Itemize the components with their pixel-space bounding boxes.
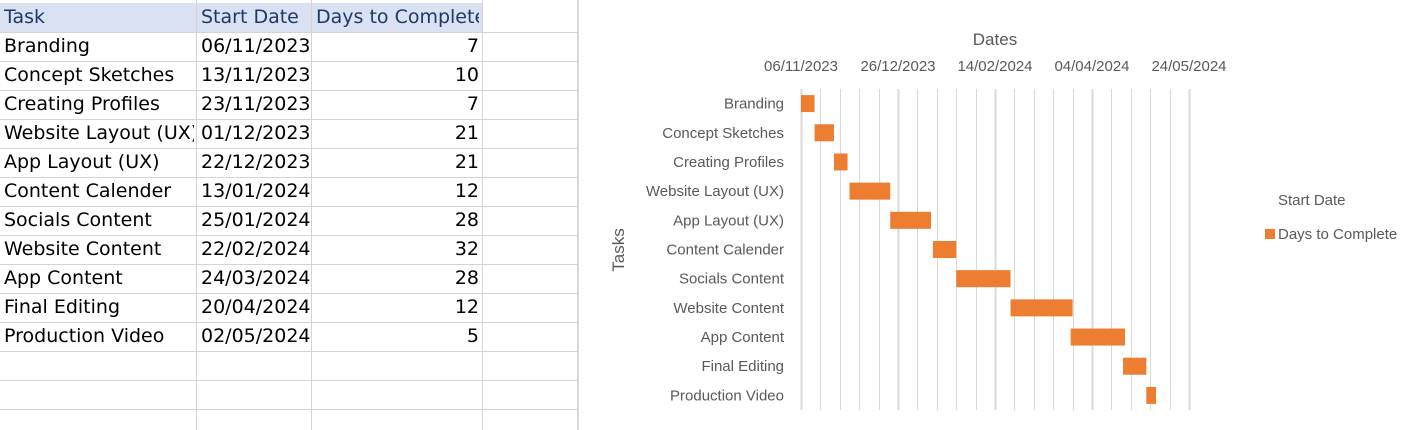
category-label: Concept Sketches <box>662 125 784 142</box>
x-tick-label: 24/05/2024 <box>1151 58 1226 75</box>
category-label: Branding <box>724 96 784 113</box>
column-gridline <box>482 0 483 430</box>
x-tick-label: 06/11/2023 <box>764 58 838 75</box>
x-tick-label: 26/12/2023 <box>860 58 935 75</box>
task-duration-bar <box>1146 386 1157 404</box>
table-cell[interactable]: 7 <box>466 35 479 57</box>
task-duration-bar <box>1010 299 1073 317</box>
table-cell[interactable]: 22/02/2024 <box>201 238 311 260</box>
task-duration-bar <box>956 270 1011 288</box>
column-header[interactable]: Start Date <box>201 6 299 28</box>
task-duration-bar <box>801 95 815 113</box>
table-cell[interactable]: 21 <box>454 151 479 173</box>
column-header[interactable]: Days to Complete <box>316 6 479 28</box>
column-gridline <box>577 0 578 430</box>
row-gridline <box>0 206 578 207</box>
table-cell[interactable]: Website Content <box>4 238 162 260</box>
table-cell[interactable]: 12 <box>454 296 479 318</box>
row-gridline <box>0 119 578 120</box>
category-label: Website Content <box>673 300 784 317</box>
row-gridline <box>0 61 578 62</box>
table-cell[interactable]: Creating Profiles <box>4 93 160 115</box>
row-gridline <box>0 235 578 236</box>
table-cell[interactable]: 12 <box>454 180 479 202</box>
row-gridline <box>0 32 578 33</box>
legend-swatch-days <box>1265 229 1275 239</box>
task-duration-bar <box>849 182 891 200</box>
category-label: App Layout (UX) <box>673 212 784 229</box>
row-gridline <box>0 380 578 381</box>
table-cell[interactable]: Concept Sketches <box>4 64 175 86</box>
header-row-background <box>0 3 482 32</box>
table-cell[interactable]: Website Layout (UX) <box>4 122 194 144</box>
row-gridline <box>0 409 578 410</box>
row-gridline <box>0 351 578 352</box>
table-cell[interactable]: 5 <box>466 325 479 347</box>
table-cell[interactable]: App Layout (UX) <box>4 151 160 173</box>
row-gridline <box>0 177 578 178</box>
table-cell[interactable]: 13/01/2024 <box>201 180 311 202</box>
table-cell[interactable]: 21 <box>454 122 479 144</box>
task-duration-bar <box>833 153 848 171</box>
table-cell[interactable]: 28 <box>454 209 479 231</box>
task-duration-bar <box>814 124 834 142</box>
table-cell[interactable]: 32 <box>454 238 479 260</box>
gantt-chart[interactable]: 06/11/2023 26/12/2023 14/02/2024 04/04/2024… <box>578 0 1428 430</box>
table-cell[interactable]: Final Editing <box>4 296 121 318</box>
x-axis-title: Dates <box>973 30 1017 49</box>
table-cell[interactable]: 7 <box>466 93 479 115</box>
column-gridline <box>311 0 312 430</box>
task-duration-bar <box>890 211 931 229</box>
category-label: Website Layout (UX) <box>646 183 784 200</box>
table-cell[interactable]: Content Calender <box>4 180 172 202</box>
legend-label-days-to-complete: Days to Complete <box>1278 226 1397 243</box>
table-cell[interactable]: 06/11/2023 <box>201 35 311 57</box>
table-cell[interactable]: 25/01/2024 <box>201 209 311 231</box>
chart-canvas: 06/11/2023 26/12/2023 14/02/2024 04/04/2024… <box>609 30 1397 410</box>
table-cell[interactable]: Socials Content <box>4 209 152 231</box>
row-gridline <box>0 322 578 323</box>
table-cell[interactable]: Branding <box>4 35 90 57</box>
table-cell[interactable]: 02/05/2024 <box>201 325 311 347</box>
table-cell[interactable]: 28 <box>454 267 479 289</box>
spreadsheet-grid: Task Start Date Days to Complete Branding 06… <box>0 0 578 430</box>
task-duration-bar <box>1123 357 1147 375</box>
category-label: Creating Profiles <box>673 154 784 171</box>
row-gridline <box>0 264 578 265</box>
column-gridline <box>196 0 197 430</box>
row-gridline <box>0 90 578 91</box>
table-cell[interactable]: App Content <box>4 267 123 289</box>
x-tick-label: 04/04/2024 <box>1054 58 1129 75</box>
table-cell[interactable]: 20/04/2024 <box>201 296 311 318</box>
table-cell[interactable]: 24/03/2024 <box>201 267 311 289</box>
row-gridline <box>0 293 578 294</box>
legend-label-start-date: Start Date <box>1278 192 1346 209</box>
category-label: App Content <box>701 329 785 346</box>
table-cell[interactable]: Production Video <box>4 325 165 347</box>
task-duration-bar <box>1070 328 1125 346</box>
row-gridline <box>0 148 578 149</box>
column-header[interactable]: Task <box>4 6 46 28</box>
category-label: Content Calender <box>666 242 784 259</box>
table-cell[interactable]: 01/12/2023 <box>201 122 311 144</box>
table-cell[interactable]: 23/11/2023 <box>201 93 311 115</box>
table-cell[interactable]: 13/11/2023 <box>201 64 311 86</box>
y-axis-title: Tasks <box>609 228 628 271</box>
task-duration-bar <box>932 241 957 258</box>
category-label: Socials Content <box>679 271 785 288</box>
category-label: Final Editing <box>701 358 784 375</box>
table-cell[interactable]: 22/12/2023 <box>201 151 311 173</box>
table-cell[interactable]: 10 <box>454 64 479 86</box>
category-label: Production Video <box>670 387 784 404</box>
x-tick-label: 14/02/2024 <box>957 58 1032 75</box>
